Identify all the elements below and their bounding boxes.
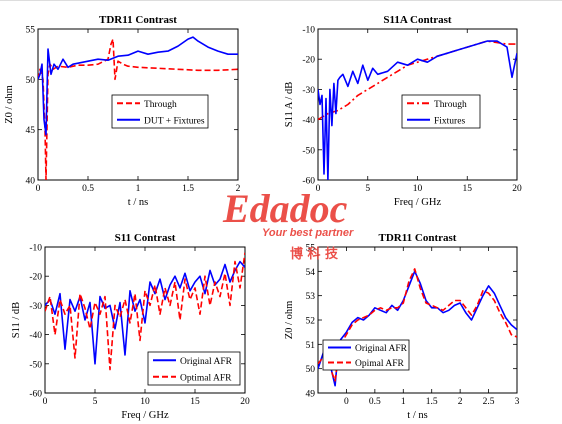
x-tick-label: 0 [344, 397, 349, 407]
y-tick-label: -60 [302, 177, 315, 187]
y-tick-label: 55 [306, 244, 316, 254]
legend-box [111, 94, 209, 129]
series-line [38, 36, 238, 136]
chart-panel-3: 0 5 10 15 20 -60 -50 -40 -30 -20 -10 S11 Contrast Fr… [11, 232, 250, 421]
y-tick-label: -50 [302, 146, 315, 156]
top-divider [0, 0, 562, 1]
x-tick-label: 5 [365, 184, 370, 194]
plot-area [317, 246, 518, 394]
y-tick-label: -30 [302, 86, 315, 96]
series-line [318, 40, 517, 180]
series-line [45, 260, 245, 365]
y-tick-label: -60 [29, 390, 42, 400]
y-tick-label: 51 [306, 341, 316, 351]
y-tick-label: -10 [302, 26, 315, 36]
chart-title: TDR11 Contrast [379, 232, 457, 244]
y-tick-label: 53 [306, 292, 316, 302]
y-tick-label: 52 [306, 317, 316, 327]
series-line [45, 252, 245, 371]
x-tick-label: 2 [458, 397, 463, 407]
x-tick-label: 1 [136, 184, 141, 194]
legend-label: Original AFR [355, 344, 408, 354]
legend-label: Through [434, 100, 467, 110]
series-group [38, 36, 238, 180]
y-tick-label: -40 [302, 116, 315, 126]
legend: Original AFR Opimal AFR [322, 339, 410, 371]
y-axis-label: Z0 / ohm [4, 85, 15, 124]
y-tick-label: 50 [306, 365, 316, 375]
legend: Through DUT + Fixtures [111, 94, 209, 129]
y-tick-label: -50 [29, 360, 42, 370]
y-tick-label: -40 [29, 331, 42, 341]
x-tick-label: 0 [316, 184, 321, 194]
series-line [318, 268, 517, 382]
y-tick-label: -10 [29, 244, 42, 254]
chart-title: TDR11 Contrast [99, 14, 177, 26]
series-group [45, 252, 245, 371]
legend-label: Fixtures [434, 116, 465, 126]
chart-panel-1: 0 0.5 1 1.5 2 40 45 50 55 TDR11 Contrast t / ns Z0 … [4, 14, 241, 208]
x-tick-label: 5 [93, 397, 98, 407]
y-axis-label: S11 A / dB [284, 82, 295, 127]
x-axis-label: Freq / GHz [394, 197, 442, 208]
y-tick-label: 40 [26, 177, 36, 187]
y-tick-label: -20 [29, 273, 42, 283]
x-tick-label: 0 [43, 397, 48, 407]
x-tick-label: 1.5 [426, 397, 438, 407]
y-tick-label: 55 [26, 26, 36, 36]
legend-box [147, 351, 241, 386]
series-line [38, 38, 238, 180]
x-tick-label: 3 [515, 397, 520, 407]
y-axis-label: Z0 / ohm [284, 301, 295, 340]
legend-label: Optimal AFR [180, 373, 232, 383]
x-tick-label: 20 [512, 184, 522, 194]
x-tick-label: 15 [463, 184, 473, 194]
x-tick-label: 2 [236, 184, 241, 194]
y-tick-label: 49 [306, 390, 316, 400]
y-tick-label: -20 [302, 56, 315, 66]
chart-panel-2: 0 5 10 15 20 -60 -50 -40 -30 -20 -10 S11A Contrast F… [284, 14, 522, 208]
x-axis-label: Freq / GHz [121, 410, 169, 421]
chart-title: S11 Contrast [115, 232, 176, 244]
x-tick-label: 2.5 [483, 397, 495, 407]
y-tick-label: -30 [29, 302, 42, 312]
x-tick-label: 20 [240, 397, 250, 407]
x-tick-label: 10 [140, 397, 150, 407]
x-tick-label: 0.5 [369, 397, 381, 407]
y-tick-label: 45 [26, 126, 36, 136]
x-tick-label: 15 [190, 397, 200, 407]
x-tick-label: 1 [401, 397, 406, 407]
legend-label: Opimal AFR [355, 359, 404, 369]
y-axis-label: S11 / dB [11, 302, 22, 338]
x-tick-label: 10 [413, 184, 423, 194]
legend-box [322, 339, 410, 371]
x-tick-label: 1.5 [182, 184, 194, 194]
legend-box [401, 94, 481, 129]
x-tick-label: 0.5 [82, 184, 94, 194]
chart-panel-4: 0 0.5 1 1.5 2 2.5 3 49 50 51 52 53 54 55 TDR11 Contras… [284, 232, 520, 421]
legend-label: DUT + Fixtures [144, 116, 205, 126]
y-tick-label: 50 [26, 76, 36, 86]
legend: Through Fixtures [401, 94, 481, 129]
x-axis-label: t / ns [407, 410, 427, 421]
legend-label: Through [144, 100, 177, 110]
series-group [318, 40, 517, 180]
chart-title: S11A Contrast [383, 14, 451, 26]
y-tick-label: 54 [306, 268, 316, 278]
legend: Original AFR Optimal AFR [147, 351, 241, 386]
series-group [318, 268, 517, 387]
legend-label: Original AFR [180, 357, 233, 367]
x-tick-label: 0 [36, 184, 41, 194]
x-axis-label: t / ns [128, 197, 148, 208]
